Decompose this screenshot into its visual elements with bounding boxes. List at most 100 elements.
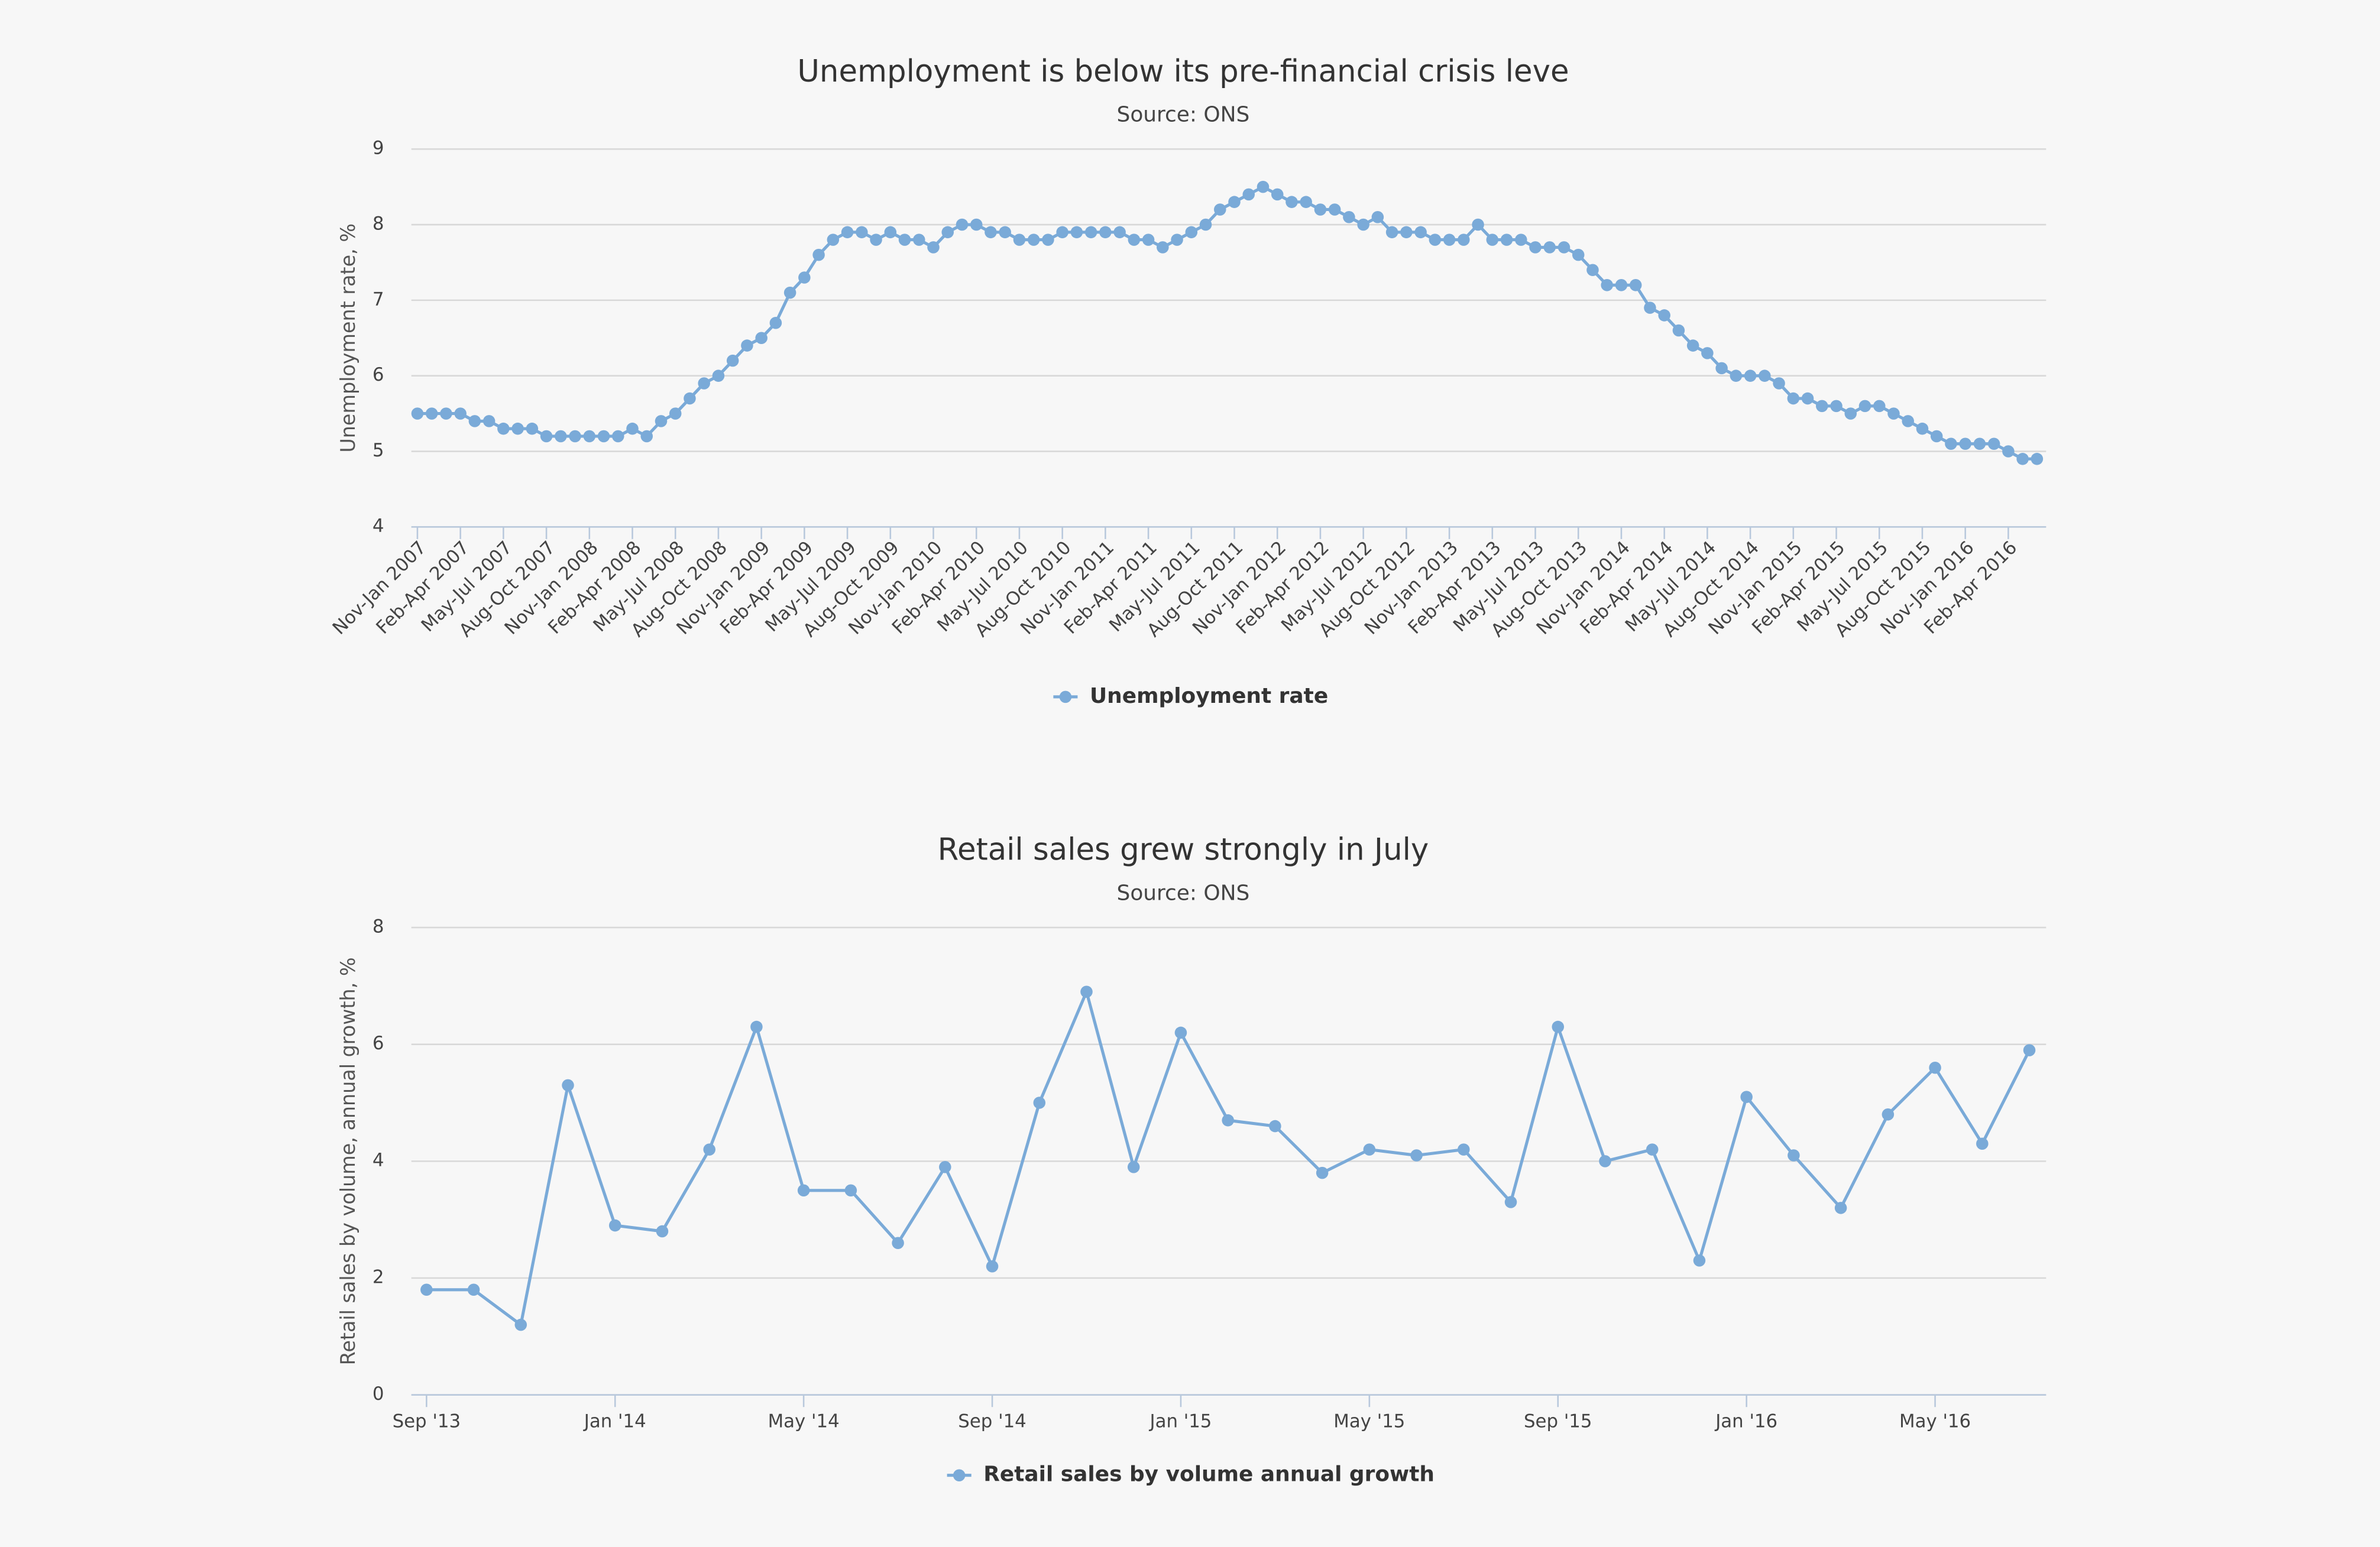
data-point bbox=[411, 407, 424, 420]
data-point bbox=[1285, 196, 1298, 208]
data-point bbox=[1504, 1196, 1517, 1208]
x-tick-label: May '16 bbox=[1899, 1410, 1971, 1432]
data-point bbox=[1357, 218, 1369, 231]
x-tick-label: Sep '14 bbox=[958, 1410, 1026, 1432]
data-point bbox=[1472, 218, 1484, 231]
data-point bbox=[827, 233, 840, 246]
data-point bbox=[1788, 1149, 1800, 1162]
data-point bbox=[655, 415, 668, 427]
data-point bbox=[425, 407, 438, 420]
data-point bbox=[1385, 226, 1398, 239]
data-point bbox=[467, 1283, 480, 1296]
data-point bbox=[1171, 233, 1183, 246]
data-point bbox=[1882, 1108, 1895, 1121]
data-point bbox=[1644, 301, 1656, 314]
data-point bbox=[1242, 188, 1255, 201]
data-point bbox=[1458, 233, 1470, 246]
data-point bbox=[1646, 1143, 1659, 1156]
legend-label: Retail sales by volume annual growth bbox=[983, 1462, 1435, 1487]
data-point bbox=[1314, 203, 1327, 216]
data-point bbox=[1834, 1202, 1847, 1214]
data-point bbox=[927, 241, 940, 254]
data-point bbox=[1185, 226, 1198, 239]
data-point bbox=[540, 430, 553, 443]
data-point bbox=[1586, 264, 1599, 276]
data-point bbox=[941, 226, 954, 239]
data-point bbox=[1214, 203, 1226, 216]
data-point bbox=[514, 1318, 527, 1331]
data-point bbox=[1142, 233, 1155, 246]
x-tick-label: Jan '16 bbox=[1714, 1410, 1777, 1432]
data-point bbox=[468, 415, 481, 427]
data-point bbox=[1458, 1143, 1470, 1156]
data-point bbox=[1027, 233, 1040, 246]
y-tick-label: 0 bbox=[373, 1383, 384, 1405]
data-point bbox=[1257, 180, 1270, 193]
data-point bbox=[856, 226, 868, 239]
data-point bbox=[454, 407, 467, 420]
data-point bbox=[755, 332, 768, 345]
data-point bbox=[2031, 453, 2044, 465]
data-point bbox=[1080, 985, 1093, 998]
data-point bbox=[1916, 422, 1929, 435]
data-point bbox=[1672, 324, 1685, 337]
data-point bbox=[1693, 1254, 1706, 1267]
data-point bbox=[1787, 392, 1800, 405]
data-point bbox=[1343, 210, 1355, 223]
data-point bbox=[2023, 1044, 2036, 1056]
data-point bbox=[1070, 226, 1083, 239]
y-tick-label: 8 bbox=[373, 916, 384, 938]
data-point bbox=[497, 422, 510, 435]
data-point bbox=[656, 1225, 669, 1238]
data-point bbox=[640, 430, 653, 443]
data-point bbox=[1113, 226, 1126, 239]
chart: Unemployment is below its pre-financial … bbox=[328, 54, 2047, 708]
data-point bbox=[1801, 392, 1814, 405]
data-point bbox=[1599, 1155, 1611, 1167]
x-tick-label: Jan '15 bbox=[1148, 1410, 1212, 1432]
data-point bbox=[1443, 233, 1456, 246]
y-tick-label: 4 bbox=[373, 1150, 384, 1171]
data-point bbox=[1042, 233, 1054, 246]
data-point bbox=[1629, 279, 1642, 291]
legend-marker bbox=[1059, 690, 1072, 703]
data-point bbox=[844, 1184, 857, 1197]
data-point bbox=[884, 226, 897, 239]
data-point bbox=[797, 1184, 810, 1197]
data-point bbox=[1174, 1026, 1187, 1039]
data-point bbox=[999, 226, 1011, 239]
x-tick-label: May '14 bbox=[768, 1410, 840, 1432]
data-point bbox=[870, 233, 882, 246]
data-point bbox=[1363, 1143, 1376, 1156]
data-point bbox=[1572, 248, 1585, 261]
data-point bbox=[2016, 453, 2029, 465]
data-point bbox=[783, 286, 796, 299]
data-point bbox=[1930, 430, 1943, 443]
y-axis-title: Retail sales by volume, annual growth, % bbox=[336, 957, 360, 1365]
data-point bbox=[986, 1260, 999, 1273]
data-point bbox=[1557, 241, 1571, 254]
y-tick-label: 7 bbox=[373, 288, 384, 310]
y-tick-label: 5 bbox=[373, 440, 384, 461]
data-point bbox=[1515, 233, 1527, 246]
legend-label: Unemployment rate bbox=[1090, 684, 1328, 708]
y-tick-label: 8 bbox=[373, 213, 384, 235]
data-point bbox=[669, 407, 682, 420]
data-point bbox=[1269, 1120, 1281, 1133]
data-point bbox=[1976, 1137, 1989, 1150]
data-point bbox=[1500, 233, 1513, 246]
legend-marker bbox=[953, 1469, 966, 1481]
chart-subtitle: Source: ONS bbox=[1117, 881, 1250, 906]
x-tick-label: Sep '15 bbox=[1524, 1410, 1592, 1432]
data-point bbox=[1973, 437, 1986, 450]
chart-subtitle: Source: ONS bbox=[1117, 103, 1250, 127]
data-point bbox=[1816, 400, 1828, 413]
data-point bbox=[1658, 309, 1670, 322]
data-point bbox=[1300, 196, 1312, 208]
y-axis-title: Unemployment rate, % bbox=[336, 223, 360, 453]
data-point bbox=[970, 218, 983, 231]
data-point bbox=[1615, 279, 1628, 291]
data-point bbox=[1552, 1020, 1565, 1033]
